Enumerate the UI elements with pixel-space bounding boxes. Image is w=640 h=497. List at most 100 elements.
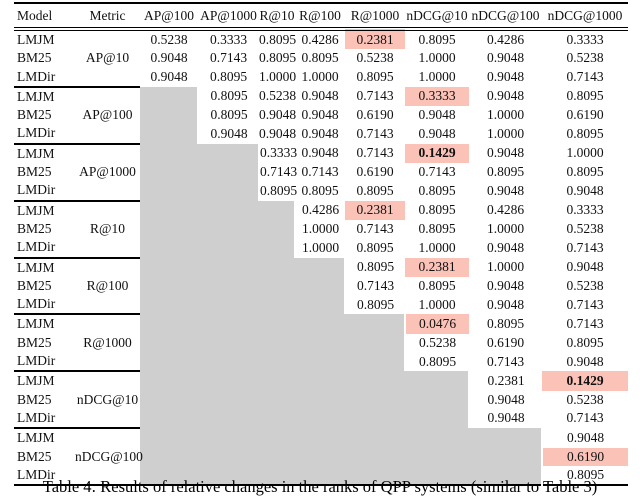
column-header-model: Model bbox=[14, 3, 75, 31]
value-cell: 0.8095 bbox=[486, 164, 525, 180]
gray-block bbox=[140, 314, 406, 372]
value-cell: 0.8095 bbox=[418, 202, 456, 218]
value-cell: 0.9048 bbox=[301, 88, 339, 104]
value-cell: 0.8095 bbox=[566, 466, 605, 482]
table-row: LMDir 0.8095 bbox=[14, 466, 628, 485]
table-row: LMJM AP@1000 0.3333 0.9048 0.7143 0.1429 0.904… bbox=[14, 142, 628, 201]
table-body: LMJM AP@10 0.5238 0.3333 0.8095 0.4286 0.2381 0… bbox=[14, 29, 628, 486]
value-cell: 1.0000 bbox=[418, 50, 456, 66]
value-cell: 0.9048 bbox=[418, 125, 456, 141]
value-cell: 0.7143 bbox=[566, 239, 604, 255]
value-cell: 0.9048 bbox=[566, 182, 604, 198]
highlight-cell: 0.2381 bbox=[345, 29, 405, 50]
highlight-cell: 0.2381 bbox=[345, 200, 405, 220]
value-cell: 0.5238 bbox=[418, 334, 457, 350]
value-cell: 1.0000 bbox=[418, 239, 456, 255]
column-header-ndcg1000: nDCG@1000 bbox=[542, 3, 628, 31]
value-cell: 0.9048 bbox=[487, 391, 525, 407]
value-cell: 0.9048 bbox=[486, 69, 525, 85]
value-cell: 0.8095 bbox=[418, 220, 456, 236]
value-cell: 0.4286 bbox=[486, 32, 525, 47]
value-cell: 0.7143 bbox=[260, 164, 298, 180]
value-cell: 0.5238 bbox=[566, 50, 604, 66]
value-cell: 0.8095 bbox=[356, 296, 395, 312]
value-cell: 0.7143 bbox=[486, 353, 525, 369]
model-cell: BM25 bbox=[17, 448, 52, 464]
table-row: LMJM nDCG@100 0.9048 bbox=[14, 427, 628, 486]
value-cell: 0.7143 bbox=[356, 145, 394, 161]
value-cell: 0.4286 bbox=[301, 32, 339, 47]
metric-cell: AP@1000 bbox=[75, 142, 140, 201]
metric-cell: R@1000 bbox=[75, 313, 140, 372]
column-header-ap100: AP@100 bbox=[140, 3, 198, 31]
value-cell: 0.8095 bbox=[356, 239, 394, 255]
gray-block bbox=[140, 200, 296, 258]
value-cell: 1.0000 bbox=[566, 145, 604, 161]
column-header-ap1000: AP@1000 bbox=[198, 3, 259, 31]
value-cell: 1.0000 bbox=[486, 125, 525, 141]
value-cell: 0.9048 bbox=[486, 50, 525, 66]
model-cell: BM25 bbox=[17, 164, 52, 180]
model-cell: LMJM bbox=[14, 142, 75, 164]
table-row: LMDir 0.8095 0.8095 0.8095 0.8095 0.9048 0.904… bbox=[14, 181, 628, 200]
table-row: LMJM AP@100 0.8095 0.5238 0.9048 0.7143 0.3333… bbox=[14, 85, 628, 144]
value-cell: 1.0000 bbox=[418, 296, 456, 312]
value-cell: 0.9048 bbox=[486, 296, 525, 312]
value-cell: 0.5238 bbox=[356, 50, 394, 66]
metric-cell: AP@100 bbox=[75, 85, 140, 144]
value-cell: 0.8095 bbox=[566, 88, 604, 104]
value-cell: 0.9048 bbox=[566, 353, 604, 369]
highlight-cell: 0.0476 bbox=[405, 314, 469, 334]
value-cell: 0.7143 bbox=[418, 164, 456, 180]
value-cell: 0.8095 bbox=[209, 69, 248, 85]
value-cell: 0.8095 bbox=[356, 259, 395, 275]
value-cell: 0.9048 bbox=[566, 259, 604, 275]
table-row: LMJM R@10 0.4286 0.2381 0.8095 0.4286 0.3333 bbox=[14, 199, 628, 258]
table-row: LMJM R@1000 0.0476 0.8095 0.7143 bbox=[14, 313, 628, 372]
value-cell: 0.5238 bbox=[150, 32, 188, 47]
table-row: BM25 0.9048 0.7143 0.8095 0.8095 0.5238 1.0000… bbox=[14, 49, 628, 67]
value-cell: 0.9048 bbox=[301, 107, 339, 123]
value-cell: 0.8095 bbox=[566, 125, 604, 141]
table-row: LMDir 0.9048 0.9048 0.9048 0.7143 0.9048 1.000… bbox=[14, 124, 628, 143]
column-header-ndcg100: nDCG@100 bbox=[469, 3, 542, 31]
model-cell: LMJM bbox=[14, 85, 75, 107]
table-row: BM25 0.5238 0.6190 0.8095 bbox=[14, 334, 628, 352]
metric-cell: nDCG@10 bbox=[75, 370, 140, 429]
table-row: BM25 0.9048 0.5238 bbox=[14, 391, 628, 409]
value-cell: 0.9048 bbox=[210, 125, 248, 141]
value-cell: 0.8095 bbox=[356, 69, 394, 85]
value-cell: 0.8095 bbox=[418, 32, 456, 47]
value-cell: 1.0000 bbox=[259, 69, 297, 85]
gray-block bbox=[140, 257, 346, 315]
value-cell: 0.7143 bbox=[566, 315, 604, 331]
value-cell: 0.3333 bbox=[209, 32, 248, 47]
value-cell: 0.7143 bbox=[566, 296, 604, 312]
value-cell: 0.3333 bbox=[566, 202, 604, 218]
value-cell: 0.9048 bbox=[259, 107, 297, 123]
model-cell: LMDir bbox=[17, 125, 56, 141]
value-cell: 0.6190 bbox=[356, 164, 394, 180]
value-cell: 0.8095 bbox=[486, 315, 525, 331]
value-cell: 0.5238 bbox=[566, 277, 604, 293]
metric-cell: nDCG@100 bbox=[75, 427, 143, 486]
value-cell: 0.8095 bbox=[418, 277, 456, 293]
table-row: LMJM R@100 0.8095 0.2381 1.0000 0.9048 bbox=[14, 256, 628, 315]
model-cell: BM25 bbox=[17, 107, 52, 123]
model-cell: LMDir bbox=[17, 353, 56, 369]
value-cell: 0.8095 bbox=[259, 50, 297, 66]
table-row: LMDir 1.0000 0.8095 1.0000 0.9048 0.7143 bbox=[14, 238, 628, 257]
model-cell: LMDir bbox=[17, 182, 56, 198]
gray-block bbox=[140, 143, 260, 201]
model-cell: LMJM bbox=[14, 199, 75, 220]
value-cell: 0.7143 bbox=[356, 220, 394, 236]
table-caption: Table 4: Results of relative changes in … bbox=[42, 477, 598, 496]
model-cell: LMDir bbox=[17, 68, 56, 84]
value-cell: 0.7143 bbox=[356, 88, 394, 104]
value-cell: 0.6190 bbox=[566, 107, 604, 123]
metric-cell: R@100 bbox=[75, 256, 140, 315]
value-cell: 0.9048 bbox=[486, 277, 525, 293]
highlight-cell: 0.1429 bbox=[542, 371, 628, 391]
highlight-cell: 0.6190 bbox=[542, 447, 628, 466]
value-cell: 0.8095 bbox=[301, 50, 339, 66]
